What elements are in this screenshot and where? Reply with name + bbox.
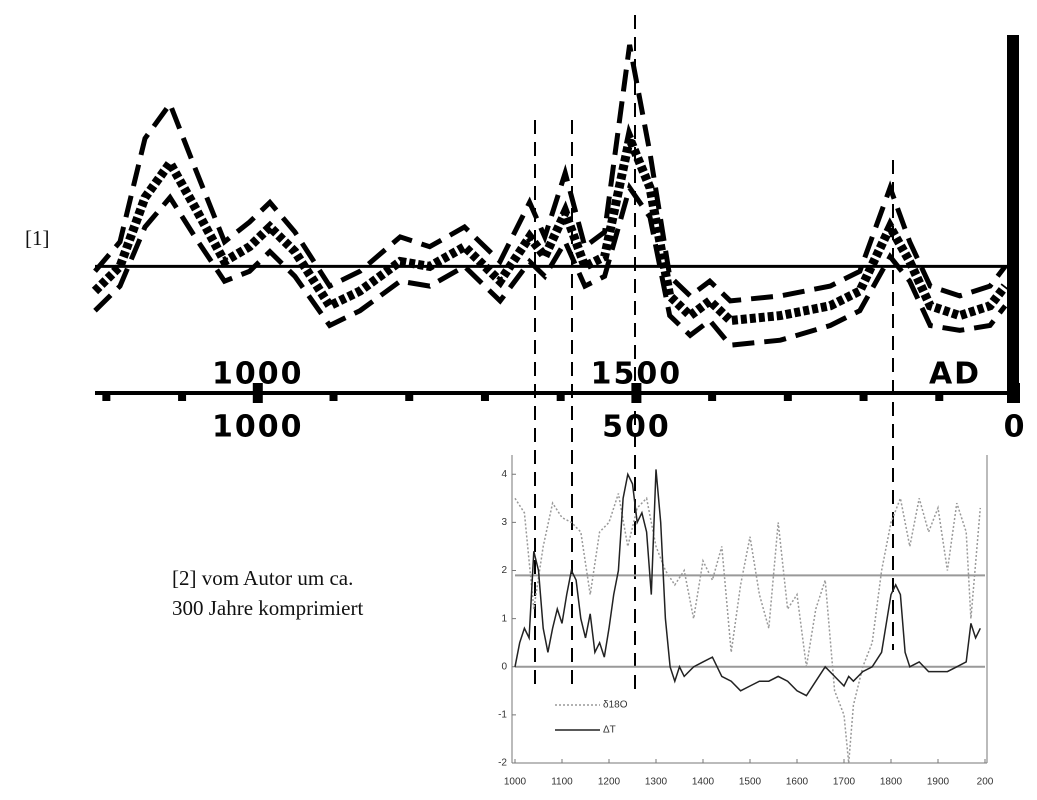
x2-tick-label: 1000 [212, 357, 304, 392]
x-minor-tick [329, 393, 338, 401]
x-tick [1010, 383, 1020, 403]
y-tick-label: -1 [498, 710, 507, 721]
x-tick-label: 1300 [645, 777, 668, 788]
x-minor-tick [405, 393, 414, 401]
line-series [93, 44, 1008, 304]
right-bar [1007, 35, 1019, 403]
x-tick-label: 1200 [598, 777, 621, 788]
x-minor-tick [708, 393, 717, 401]
line-series [514, 469, 981, 697]
x2-axis-label: AD [929, 357, 981, 392]
x-tick-label: 1400 [692, 777, 715, 788]
x-minor-tick [480, 393, 489, 401]
x-tick-label: 0 [1004, 410, 1027, 445]
chart-annotation: [2] vom Autor um ca. [172, 566, 353, 590]
line-series [514, 493, 982, 764]
x-tick-label: 500 [602, 410, 671, 445]
x-tick-label: 1000 [212, 410, 304, 445]
legend-label: δ18O [603, 700, 628, 711]
x-minor-tick [783, 393, 792, 401]
y-tick-label: 3 [501, 517, 507, 528]
chart-annotation: 300 Jahre komprimiert [172, 596, 363, 620]
legend-label: ΔT [603, 725, 616, 736]
y-tick-label: 2 [501, 565, 507, 576]
x-tick-label: 1600 [786, 777, 809, 788]
x-tick-label: 1700 [833, 777, 856, 788]
chart-annotation: [1] [25, 226, 50, 250]
x-tick-label: 1800 [880, 777, 903, 788]
x-minor-tick [556, 393, 565, 401]
x-tick [631, 383, 642, 403]
x-tick-label: 1500 [739, 777, 762, 788]
x-minor-tick [178, 393, 187, 401]
x-tick-label: 200 [977, 777, 994, 788]
line-series [91, 123, 1009, 326]
x-minor-tick [859, 393, 868, 401]
x-tick-label: 1900 [927, 777, 950, 788]
x-tick [252, 383, 263, 403]
y-tick-label: -2 [498, 758, 507, 769]
x2-tick-label: 1500 [591, 357, 683, 392]
x-tick-label: 1100 [551, 777, 573, 788]
y-tick-label: 4 [501, 469, 507, 480]
x-tick-label: 1000 [504, 777, 527, 788]
x-minor-tick [935, 393, 944, 401]
y-tick-label: 1 [501, 613, 507, 624]
x-minor-tick [102, 393, 111, 401]
y-tick-label: 0 [501, 661, 507, 672]
